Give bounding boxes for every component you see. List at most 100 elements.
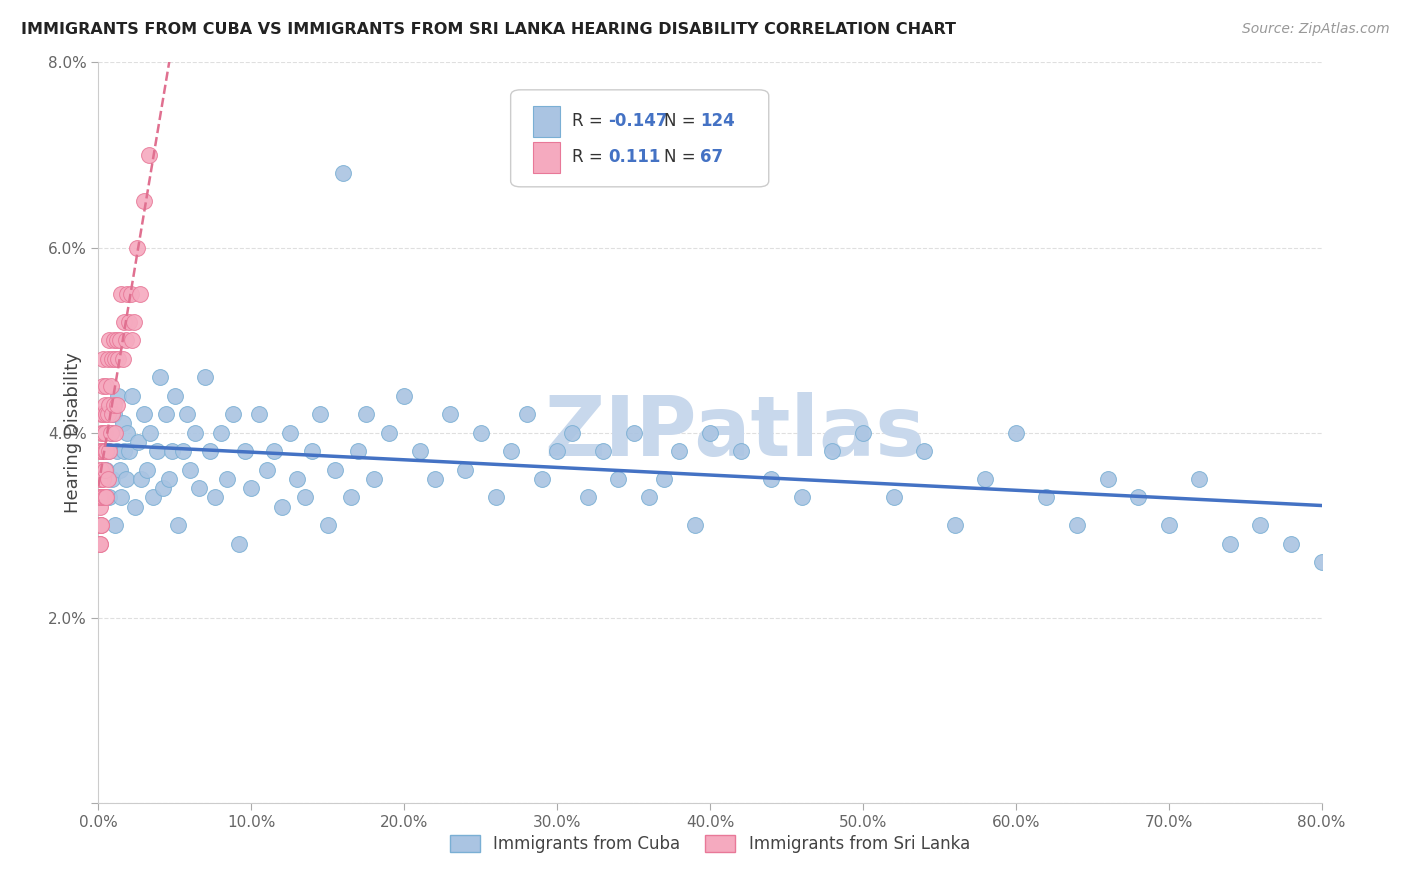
Point [699, 425, 721, 440]
Point [89, 462, 111, 476]
Point [134, 407, 156, 421]
Text: 67: 67 [700, 148, 723, 166]
Point [332, 166, 354, 180]
Point [89, 500, 111, 514]
Point [90, 472, 112, 486]
Point [309, 407, 332, 421]
Point [98, 444, 121, 458]
Point [97, 351, 120, 366]
Point [821, 444, 844, 458]
Text: R =: R = [572, 112, 603, 130]
Text: -0.147: -0.147 [609, 112, 668, 130]
Point [423, 472, 446, 486]
Point [454, 462, 477, 476]
Point [97, 444, 120, 458]
Point [121, 333, 143, 347]
Point [1279, 536, 1302, 550]
Point [90, 444, 112, 458]
Point [107, 351, 129, 366]
Point [623, 425, 645, 440]
Point [90, 518, 112, 533]
Point [1219, 536, 1241, 550]
Point [93, 425, 115, 440]
Point [89, 536, 111, 550]
Point [112, 444, 135, 458]
Point [530, 472, 553, 486]
Point [108, 333, 131, 347]
Legend: Immigrants from Cuba, Immigrants from Sri Lanka: Immigrants from Cuba, Immigrants from Sr… [441, 826, 979, 861]
Point [392, 389, 416, 403]
Point [134, 194, 156, 209]
Point [157, 472, 180, 486]
Point [204, 491, 226, 505]
Point [339, 491, 361, 505]
Point [91, 351, 114, 366]
Point [301, 444, 323, 458]
Point [121, 389, 143, 403]
Point [129, 472, 152, 486]
Point [285, 472, 308, 486]
Point [94, 379, 117, 393]
Point [90, 518, 112, 533]
Point [110, 286, 132, 301]
Point [100, 379, 122, 393]
Point [1097, 472, 1119, 486]
Point [94, 407, 117, 421]
Point [516, 407, 538, 421]
Point [1128, 491, 1150, 505]
Point [607, 472, 630, 486]
Text: IMMIGRANTS FROM CUBA VS IMMIGRANTS FROM SRI LANKA HEARING DISABILITY CORRELATION: IMMIGRANTS FROM CUBA VS IMMIGRANTS FROM … [21, 22, 956, 37]
Point [294, 491, 316, 505]
Point [101, 472, 124, 486]
Point [94, 491, 117, 505]
Point [104, 518, 127, 533]
Point [125, 240, 148, 255]
Point [91, 472, 114, 486]
Point [100, 425, 122, 440]
Y-axis label: Hearing Disability: Hearing Disability [63, 352, 82, 513]
Point [172, 444, 194, 458]
Point [138, 148, 160, 162]
Point [347, 444, 370, 458]
Text: 0.111: 0.111 [609, 148, 661, 166]
Point [94, 462, 117, 476]
FancyBboxPatch shape [510, 90, 769, 186]
Point [1035, 491, 1057, 505]
Point [270, 500, 292, 514]
Point [592, 444, 614, 458]
Point [93, 398, 115, 412]
Point [247, 407, 270, 421]
Point [222, 407, 245, 421]
Point [94, 444, 117, 458]
Point [1188, 472, 1211, 486]
Point [89, 518, 111, 533]
Point [101, 351, 124, 366]
Point [546, 444, 568, 458]
Point [363, 472, 385, 486]
Point [1310, 555, 1333, 569]
Point [91, 444, 114, 458]
Point [110, 491, 132, 505]
Point [163, 389, 186, 403]
Point [105, 398, 128, 412]
Point [759, 472, 782, 486]
Point [184, 425, 207, 440]
Point [974, 472, 997, 486]
Bar [533, 142, 560, 173]
Point [198, 444, 221, 458]
Point [122, 314, 145, 328]
Point [91, 425, 114, 440]
Text: N =: N = [664, 112, 695, 130]
Point [89, 472, 111, 486]
Point [155, 407, 177, 421]
Point [852, 425, 875, 440]
Point [90, 491, 112, 505]
Point [561, 425, 583, 440]
Point [93, 444, 115, 458]
Point [111, 417, 134, 431]
Point [98, 398, 121, 412]
Text: N =: N = [664, 148, 695, 166]
Point [1157, 518, 1180, 533]
Point [142, 491, 165, 505]
Point [485, 491, 508, 505]
